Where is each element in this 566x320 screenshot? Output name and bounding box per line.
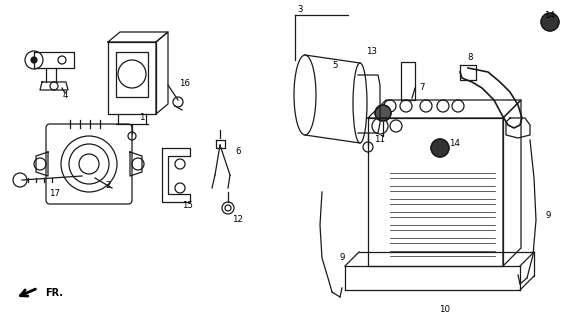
Circle shape (431, 139, 449, 157)
Text: 11: 11 (375, 135, 385, 145)
Text: 15: 15 (182, 201, 194, 210)
Bar (116, 52, 148, 97)
Text: 6: 6 (235, 148, 241, 156)
Text: 9: 9 (545, 211, 551, 220)
Text: FR.: FR. (45, 288, 63, 298)
Text: 10: 10 (440, 306, 451, 315)
Text: 2: 2 (105, 180, 111, 189)
Text: 13: 13 (367, 47, 378, 57)
Text: 4: 4 (62, 91, 68, 100)
Circle shape (375, 105, 391, 121)
Text: 8: 8 (468, 53, 473, 62)
Text: 3: 3 (297, 5, 303, 14)
Circle shape (225, 205, 231, 211)
Text: 14: 14 (544, 11, 555, 20)
Text: 1: 1 (139, 114, 145, 123)
Text: 16: 16 (179, 78, 191, 87)
Text: 17: 17 (49, 188, 61, 197)
Text: 9: 9 (339, 253, 345, 262)
Bar (401, 62, 415, 100)
Text: 12: 12 (233, 215, 243, 225)
Text: 14: 14 (449, 139, 461, 148)
Circle shape (541, 13, 559, 31)
Circle shape (31, 57, 37, 63)
Text: 7: 7 (419, 84, 424, 92)
Text: 5: 5 (332, 60, 338, 69)
